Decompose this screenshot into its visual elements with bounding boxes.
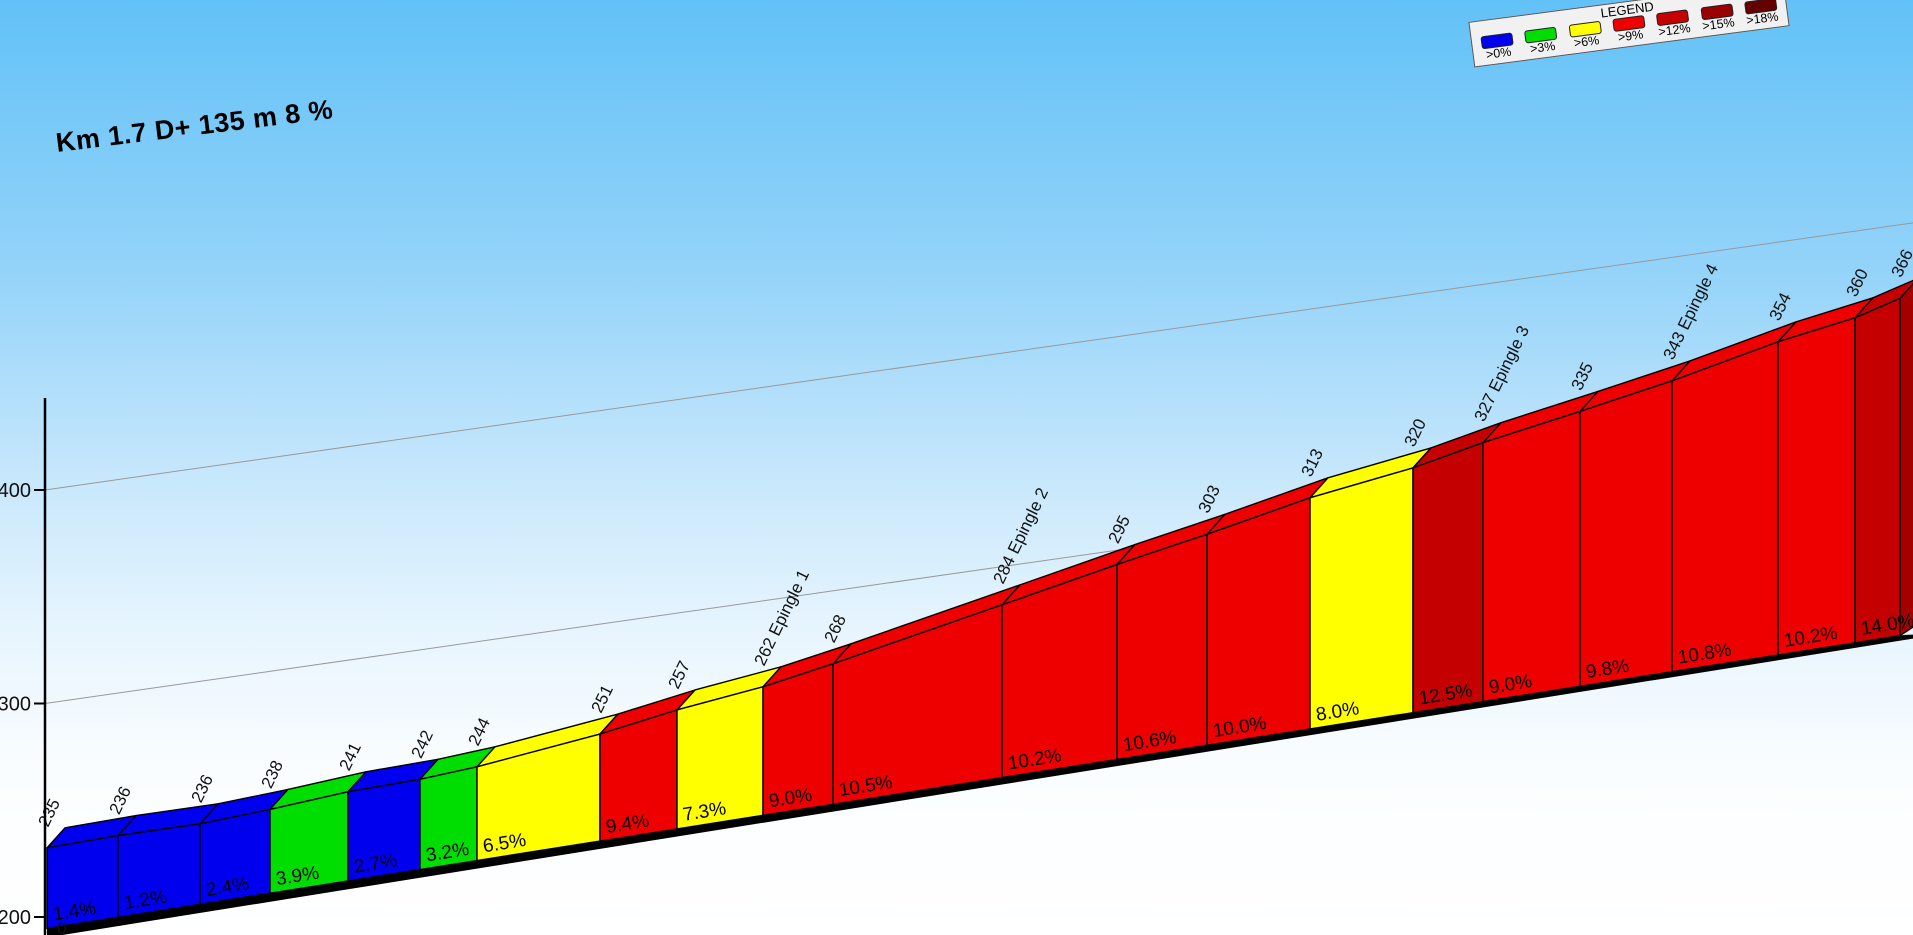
profile-end-cap-face	[1899, 282, 1913, 638]
segment-front-face	[1412, 441, 1484, 714]
legend-item-label: >18%	[1745, 9, 1780, 28]
elevation-label: 320	[1401, 416, 1431, 450]
elevation-label: 327 Epingle 3	[1471, 323, 1534, 425]
legend-item: >12%	[1650, 8, 1697, 40]
elevation-label: 241	[336, 740, 366, 774]
elevation-label: 268	[821, 612, 851, 646]
elevation-label: 262 Epingle 1	[751, 567, 814, 669]
elevation-label: 236	[106, 783, 136, 817]
legend-item: >15%	[1694, 3, 1741, 35]
legend-item-label: >3%	[1529, 38, 1557, 57]
elevation-label: 238	[258, 757, 288, 791]
segment-front-face	[1854, 297, 1901, 644]
y-axis-tick-label: 200	[0, 907, 31, 929]
elevation-label: 235	[35, 796, 65, 830]
legend-item: >0%	[1474, 32, 1521, 64]
elevation-label: 236	[188, 772, 218, 806]
elevation-label: 303	[1195, 482, 1225, 516]
legend-item: >18%	[1738, 0, 1785, 28]
elevation-label: 244	[465, 715, 495, 749]
segment-front-face	[1671, 341, 1779, 673]
elevation-label: 335	[1568, 359, 1598, 393]
legend-item-label: >12%	[1657, 21, 1692, 40]
elevation-label: 257	[665, 658, 695, 692]
x-axis-tick-label: 0	[57, 919, 66, 935]
segment-front-face	[1206, 497, 1311, 746]
elevation-label: 360	[1843, 266, 1873, 300]
segment-front-face	[1777, 317, 1856, 656]
legend-item: >6%	[1562, 20, 1609, 52]
gridline	[44, 222, 1913, 491]
segment-front-face	[1482, 410, 1581, 703]
legend-item: >3%	[1518, 26, 1565, 58]
elevation-label: 295	[1105, 512, 1135, 546]
segment-front-face	[1116, 533, 1208, 761]
elevation-label: 251	[588, 682, 618, 716]
legend-item-label: >6%	[1573, 33, 1601, 51]
elevation-label: 313	[1298, 446, 1328, 480]
segment-front-face	[1579, 380, 1673, 687]
elevation-label: 366	[1888, 246, 1913, 280]
elevation-label: 354	[1766, 290, 1796, 324]
legend-item-label: >9%	[1617, 27, 1645, 45]
profile-bottom-shadow	[47, 634, 1913, 935]
legend-item: >9%	[1606, 14, 1653, 46]
elevation-label: 242	[408, 727, 438, 761]
elevation-label: 284 Epingle 2	[990, 485, 1053, 587]
segment-front-face	[1309, 467, 1414, 730]
y-axis-tick-label: 400	[0, 480, 31, 502]
segment-front-face	[832, 604, 1003, 805]
y-axis-tick-label: 300	[0, 694, 31, 716]
legend-item-label: >15%	[1701, 15, 1736, 34]
elevation-label: 343 Epingle 4	[1660, 261, 1723, 363]
legend-item-label: >0%	[1485, 44, 1513, 62]
